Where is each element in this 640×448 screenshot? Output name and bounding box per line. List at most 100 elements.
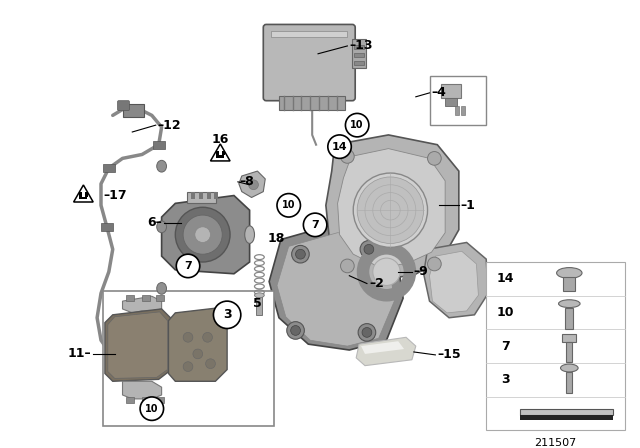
Bar — [354, 53, 364, 57]
Polygon shape — [211, 144, 230, 161]
Bar — [354, 60, 364, 65]
Circle shape — [372, 258, 400, 285]
Bar — [445, 98, 457, 106]
Circle shape — [357, 177, 424, 243]
Circle shape — [428, 257, 441, 271]
Polygon shape — [429, 251, 478, 313]
Polygon shape — [162, 195, 250, 274]
Bar — [153, 141, 164, 149]
Circle shape — [277, 194, 300, 217]
Ellipse shape — [561, 364, 578, 372]
Text: 6–: 6– — [147, 216, 162, 229]
Bar — [127, 295, 134, 301]
Text: –9: –9 — [414, 265, 429, 278]
Circle shape — [340, 259, 354, 273]
Ellipse shape — [255, 293, 264, 298]
Circle shape — [364, 245, 374, 254]
Text: 16: 16 — [212, 134, 229, 146]
Polygon shape — [356, 337, 416, 366]
Bar — [79, 197, 87, 199]
Circle shape — [353, 173, 428, 247]
Text: 14: 14 — [497, 272, 515, 285]
Ellipse shape — [157, 283, 166, 294]
Circle shape — [296, 249, 305, 259]
Polygon shape — [424, 242, 488, 318]
Polygon shape — [361, 341, 404, 354]
FancyBboxPatch shape — [118, 101, 129, 111]
Ellipse shape — [157, 160, 166, 172]
Text: 3: 3 — [502, 373, 510, 386]
Polygon shape — [337, 149, 445, 266]
Text: –1: –1 — [461, 199, 476, 212]
Text: –15: –15 — [437, 349, 461, 362]
Text: 7: 7 — [311, 220, 319, 230]
Ellipse shape — [559, 300, 580, 308]
Text: 14: 14 — [332, 142, 348, 152]
Circle shape — [358, 323, 376, 341]
Circle shape — [303, 213, 327, 237]
Text: 7: 7 — [184, 261, 192, 271]
Text: 3: 3 — [223, 308, 232, 321]
Polygon shape — [520, 409, 613, 415]
Bar — [566, 342, 572, 362]
Circle shape — [248, 180, 259, 190]
Text: 10: 10 — [497, 306, 515, 319]
Circle shape — [292, 246, 309, 263]
Text: –4: –4 — [431, 86, 446, 99]
Bar — [207, 192, 211, 199]
Ellipse shape — [244, 226, 255, 243]
Bar — [103, 164, 115, 172]
Circle shape — [175, 207, 230, 262]
Text: 10: 10 — [282, 200, 296, 210]
Circle shape — [328, 135, 351, 159]
Bar — [101, 223, 113, 231]
Circle shape — [193, 349, 203, 359]
Bar — [565, 308, 573, 329]
Bar — [127, 397, 134, 403]
Circle shape — [205, 359, 216, 369]
Text: –17: –17 — [103, 189, 127, 202]
Text: 7: 7 — [501, 340, 510, 353]
Circle shape — [340, 150, 354, 163]
Bar — [455, 106, 459, 116]
Bar — [279, 96, 346, 109]
Bar — [142, 295, 150, 301]
Circle shape — [362, 327, 372, 337]
Circle shape — [140, 397, 164, 420]
Ellipse shape — [557, 267, 582, 278]
Circle shape — [287, 322, 305, 339]
Bar — [354, 45, 364, 49]
Bar — [257, 295, 262, 315]
Polygon shape — [277, 233, 394, 346]
Bar — [271, 31, 348, 37]
Bar — [142, 397, 150, 403]
Bar — [187, 192, 216, 203]
Bar — [429, 76, 486, 125]
Bar — [216, 155, 224, 159]
Bar — [156, 397, 164, 403]
Bar — [131, 103, 142, 112]
Text: 211507: 211507 — [534, 438, 577, 448]
Bar — [221, 151, 225, 155]
Bar — [461, 106, 465, 116]
FancyBboxPatch shape — [263, 25, 355, 101]
Polygon shape — [239, 171, 265, 198]
Ellipse shape — [157, 221, 166, 233]
Circle shape — [183, 362, 193, 371]
Circle shape — [428, 151, 441, 165]
Circle shape — [346, 113, 369, 137]
Text: 10: 10 — [351, 120, 364, 130]
Polygon shape — [326, 135, 459, 279]
Bar — [486, 262, 625, 430]
Bar — [122, 103, 144, 117]
Bar — [563, 334, 576, 342]
Polygon shape — [122, 296, 162, 313]
Bar — [79, 192, 82, 197]
Text: 11–: 11– — [68, 347, 92, 361]
Circle shape — [291, 326, 300, 336]
Circle shape — [176, 254, 200, 278]
Bar — [216, 151, 219, 155]
Bar — [103, 291, 274, 426]
Circle shape — [213, 301, 241, 328]
Circle shape — [203, 332, 212, 342]
